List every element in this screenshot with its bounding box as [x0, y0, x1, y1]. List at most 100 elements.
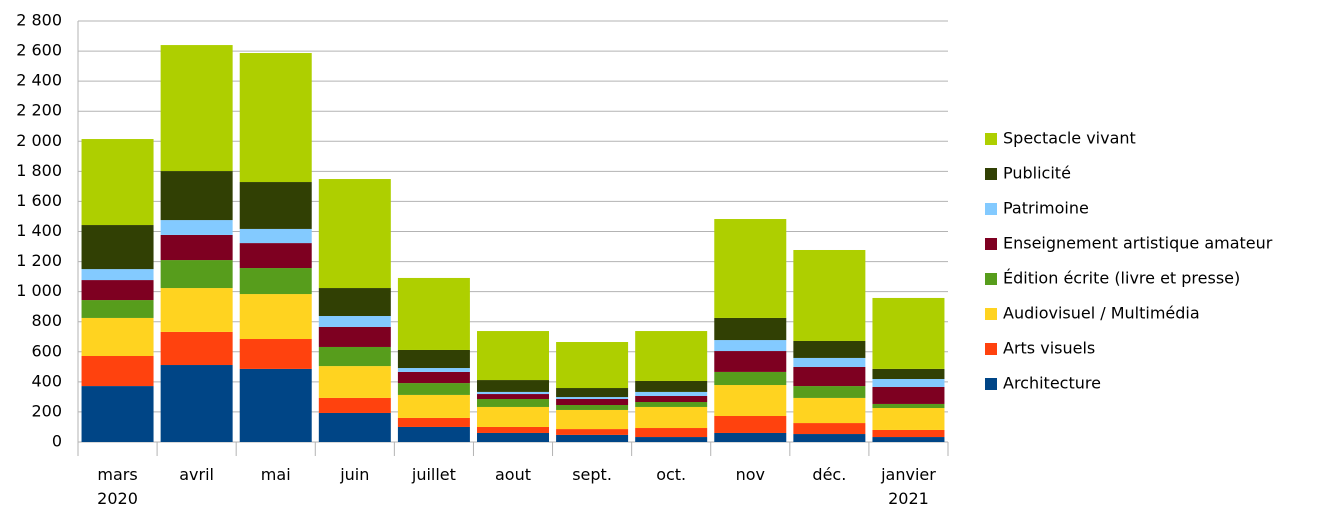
bar-segment: [239, 243, 312, 269]
y-tick-label: 2 800: [16, 11, 62, 30]
bar-segment: [239, 339, 312, 369]
bar-segment: [81, 269, 154, 281]
bar-segment: [793, 357, 866, 367]
bar-segment: [714, 340, 787, 352]
y-tick-label: 1 800: [16, 161, 62, 180]
bar-segment: [81, 139, 154, 226]
bar-segment: [872, 403, 945, 409]
y-tick-label: 0: [52, 432, 62, 451]
bar-segment: [793, 423, 866, 435]
bar-segment: [81, 280, 154, 301]
legend-label: Audiovisuel / Multimédia: [1003, 304, 1200, 323]
legend-label: Arts visuels: [1003, 339, 1095, 358]
bar-segment: [397, 383, 470, 395]
bar-segment: [239, 294, 312, 340]
y-tick-label: 400: [31, 371, 62, 390]
x-tick-label: avril: [179, 465, 214, 484]
bar-segment: [793, 434, 866, 442]
bar-segment: [714, 415, 787, 433]
legend-label: Enseignement artistique amateur: [1003, 234, 1273, 253]
bar-segment: [714, 351, 787, 372]
x-tick-label: nov: [735, 465, 765, 484]
legend-swatch: [985, 343, 997, 355]
bar-segment: [793, 249, 866, 341]
y-tick-label: 1 600: [16, 191, 62, 210]
bar-segment: [397, 349, 470, 369]
bar-segment: [793, 397, 866, 424]
bar-segment: [714, 385, 787, 416]
bar-segment: [239, 228, 312, 244]
legend-label: Publicité: [1003, 164, 1071, 183]
bar-segment: [397, 394, 470, 418]
bar-segment: [793, 386, 866, 398]
bar-segment: [635, 406, 708, 429]
bar-segment: [318, 366, 391, 398]
bar-segment: [635, 380, 708, 392]
bar-segment: [397, 368, 470, 372]
legend-label: Patrimoine: [1003, 199, 1089, 218]
bar-segment: [318, 316, 391, 327]
bar-segment: [556, 429, 629, 435]
bar-segment: [160, 171, 233, 221]
bar-segment: [160, 331, 233, 366]
bar-segment: [793, 340, 866, 358]
legend-label: Spectacle vivant: [1003, 129, 1136, 148]
y-tick-label: 1 200: [16, 251, 62, 270]
legend-swatch: [985, 378, 997, 390]
bar-segment: [635, 391, 708, 396]
bar-segment: [556, 397, 629, 399]
y-tick-label: 2 000: [16, 131, 62, 150]
bar-segment: [635, 428, 708, 438]
bar-segment: [81, 225, 154, 270]
bar-segment: [872, 408, 945, 430]
bar-segment: [239, 53, 312, 183]
bar-segment: [477, 394, 549, 399]
legend-label: Édition écrite (livre et presse): [1003, 269, 1240, 288]
x-tick-label: déc.: [812, 465, 847, 484]
bar-segment: [556, 342, 629, 389]
bar-segment: [397, 277, 470, 350]
bar-segment: [477, 380, 549, 392]
bar-segment: [318, 412, 391, 442]
x-tick-label: juillet: [411, 465, 456, 484]
bar-segment: [556, 398, 629, 406]
bar-segment: [160, 220, 233, 235]
bar-segment: [318, 288, 391, 317]
x-tick-label: mars 2020: [97, 465, 138, 508]
bar-segment: [793, 366, 866, 387]
bar-segment: [635, 402, 708, 407]
bar-segment: [239, 368, 312, 442]
bar-segment: [635, 395, 708, 403]
bar-segment: [477, 331, 549, 381]
bar-segment: [477, 391, 549, 395]
y-tick-label: 2 400: [16, 71, 62, 90]
bar-segment: [239, 268, 312, 295]
bar-segment: [556, 434, 629, 442]
bar-segment: [397, 426, 470, 442]
y-tick-label: 600: [31, 341, 62, 360]
x-tick-label: mai: [260, 465, 291, 484]
bar-segment: [714, 432, 787, 442]
bar-segment: [556, 409, 629, 430]
legend-swatch: [985, 308, 997, 320]
bar-segment: [397, 417, 470, 427]
bar-segment: [239, 182, 312, 229]
x-tick-label: juin: [340, 465, 370, 484]
bar-segment: [872, 429, 945, 438]
bar-segment: [160, 45, 233, 172]
y-tick-label: 2 600: [16, 41, 62, 60]
bar-segment: [872, 437, 945, 442]
bar-segment: [81, 386, 154, 442]
bar-segment: [160, 234, 233, 261]
bar-segment: [872, 368, 945, 380]
bar-segment: [635, 331, 708, 381]
bar-segment: [81, 355, 154, 387]
bar-segment: [318, 326, 391, 347]
bar-segment: [160, 288, 233, 332]
bar-segment: [477, 406, 549, 427]
legend-swatch: [985, 238, 997, 250]
bar-segment: [556, 405, 629, 410]
y-tick-label: 200: [31, 401, 62, 420]
x-tick-label: sept.: [572, 465, 612, 484]
